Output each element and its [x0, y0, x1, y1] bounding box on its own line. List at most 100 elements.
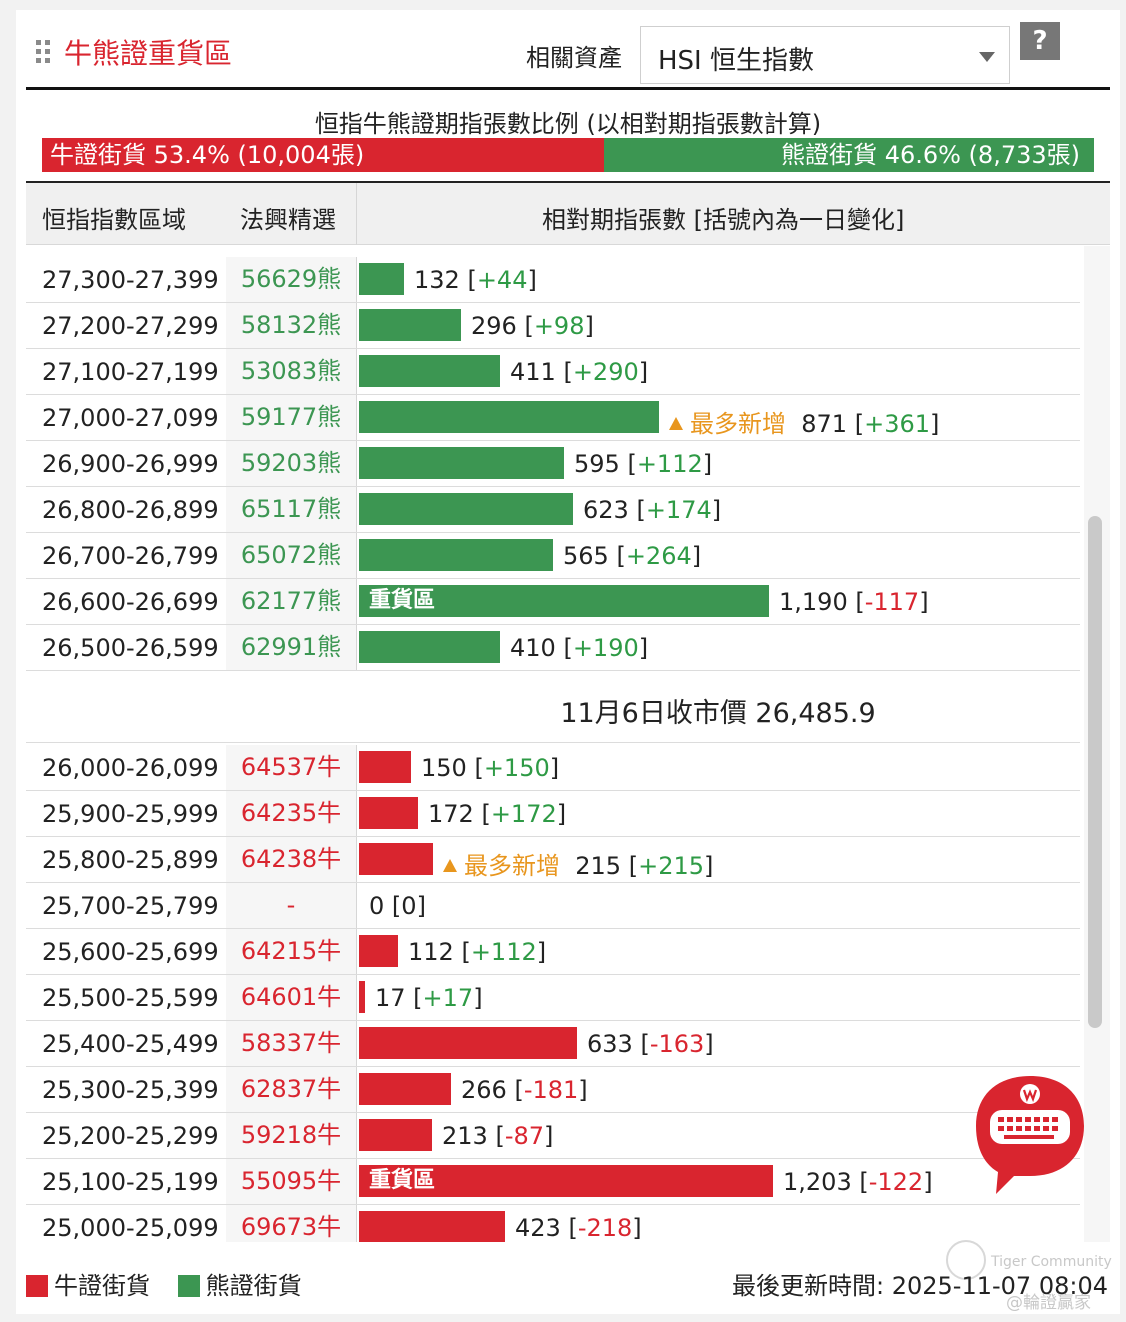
row-pick-link[interactable]: 59177熊 — [226, 395, 356, 440]
row-pick-link[interactable]: 62837牛 — [226, 1067, 356, 1112]
contracts-value: 172 — [428, 800, 474, 828]
watermark-handle: @輪證贏家 — [1006, 1293, 1091, 1313]
heavy-zone-label: 重貨區 — [369, 1168, 436, 1193]
cbbc-table[interactable]: 27,300-27,399 56629熊 132 [+44] 27,200-27,29… — [26, 246, 1080, 1242]
row-contracts: 296 [+98] — [471, 312, 594, 340]
scrollbar-thumb[interactable] — [1088, 516, 1102, 1028]
table-row[interactable]: 25,600-25,699 64215牛 112 [+112] — [26, 929, 1080, 975]
panel-header: 牛熊證重貨區 相關資產 HSI 恒生指數 ? — [16, 10, 1120, 90]
row-pick-link[interactable]: 64215牛 — [226, 929, 356, 974]
contracts-value: 215 — [575, 852, 622, 880]
bull-bar — [359, 981, 365, 1013]
row-range: 25,000-25,099 — [42, 1214, 219, 1242]
asset-select-value: HSI 恒生指數 — [658, 46, 814, 76]
table-row[interactable]: 25,300-25,399 62837牛 266 [-181] — [26, 1067, 1080, 1113]
row-range: 27,200-27,299 — [42, 312, 219, 340]
row-pick-link[interactable]: 62991熊 — [226, 625, 356, 670]
daily-change: +17 — [422, 984, 474, 1012]
contracts-value: 0 — [369, 892, 385, 920]
row-contracts: 565 [+264] — [563, 542, 702, 570]
row-contracts: 最多新增 215 [+215] — [443, 846, 713, 881]
table-row[interactable]: 27,100-27,199 53083熊 411 [+290] — [26, 349, 1080, 395]
daily-change: -218 — [577, 1214, 633, 1242]
bull-bar — [359, 751, 411, 783]
legend-bull-swatch — [26, 1275, 48, 1297]
help-icon[interactable]: ? — [1020, 22, 1060, 60]
daily-change: -181 — [523, 1076, 579, 1104]
table-row[interactable]: 25,400-25,499 58337牛 633 [-163] — [26, 1021, 1080, 1067]
bull-bar — [359, 1073, 451, 1105]
contracts-value: 595 — [574, 450, 620, 478]
daily-change: +215 — [638, 852, 704, 880]
table-row[interactable]: 27,000-27,099 59177熊 最多新增 871 [+361] — [26, 395, 1080, 441]
row-contracts: 0 [0] — [369, 892, 426, 920]
drag-grip-icon[interactable] — [36, 40, 52, 70]
row-bar-cell: 296 [+98] — [356, 303, 1080, 348]
ratio-bar: 牛證街貨 53.4% (10,004張) 熊證街貨 46.6% (8,733張) — [42, 138, 1094, 172]
bear-bar — [359, 493, 573, 525]
row-pick-link[interactable]: 55095牛 — [226, 1159, 356, 1204]
table-row[interactable]: 25,800-25,899 64238牛 最多新增 215 [+215] — [26, 837, 1080, 883]
row-contracts: 623 [+174] — [583, 496, 722, 524]
row-pick-link[interactable]: 64235牛 — [226, 791, 356, 836]
daily-change: 0 — [401, 892, 417, 920]
daily-change: +361 — [864, 410, 930, 438]
row-pick-link[interactable]: 59218牛 — [226, 1113, 356, 1158]
row-pick-link[interactable]: 59203熊 — [226, 441, 356, 486]
row-pick-link[interactable]: 69673牛 — [226, 1205, 356, 1242]
most-added-tag: 最多新增 — [669, 410, 786, 438]
asset-select[interactable]: HSI 恒生指數 — [640, 26, 1010, 84]
row-pick-link[interactable]: 56629熊 — [226, 257, 356, 302]
keyboard-chat-icon[interactable] — [974, 1072, 1086, 1196]
table-row[interactable]: 27,200-27,299 58132熊 296 [+98] — [26, 303, 1080, 349]
table-row[interactable]: 26,500-26,599 62991熊 410 [+190] — [26, 625, 1080, 671]
table-row[interactable]: 25,500-25,599 64601牛 17 [+17] — [26, 975, 1080, 1021]
daily-change: +44 — [476, 266, 528, 294]
row-contracts: 266 [-181] — [461, 1076, 588, 1104]
contracts-value: 266 — [461, 1076, 507, 1104]
row-bar-cell: 423 [-218] — [356, 1205, 1080, 1242]
row-pick-link[interactable]: 65117熊 — [226, 487, 356, 532]
legend: 牛證街貨 熊證街貨 — [26, 1266, 302, 1301]
last-updated: 最後更新時間: 2025-11-07 08:04 — [732, 1272, 1108, 1300]
row-pick-link[interactable]: 65072熊 — [226, 533, 356, 578]
row-bar-cell: 595 [+112] — [356, 441, 1080, 486]
row-bar-cell: 最多新增 215 [+215] — [356, 837, 1080, 882]
table-row[interactable]: 26,900-26,999 59203熊 595 [+112] — [26, 441, 1080, 487]
bear-bar: 重貨區 — [359, 585, 769, 617]
row-pick-link[interactable]: 58132熊 — [226, 303, 356, 348]
row-pick-link[interactable]: 62177熊 — [226, 579, 356, 624]
table-row[interactable]: 25,200-25,299 59218牛 213 [-87] — [26, 1113, 1080, 1159]
table-row[interactable]: 26,600-26,699 62177熊 重貨區 1,190 [-117] — [26, 579, 1080, 625]
table-row[interactable]: 25,100-25,199 55095牛 重貨區 1,203 [-122] — [26, 1159, 1080, 1205]
row-contracts: 112 [+112] — [408, 938, 547, 966]
contracts-value: 1,203 — [783, 1168, 852, 1196]
table-row[interactable]: 25,000-25,099 69673牛 423 [-218] — [26, 1205, 1080, 1242]
row-pick-link[interactable]: 64537牛 — [226, 745, 356, 790]
row-pick-link[interactable]: 64238牛 — [226, 837, 356, 882]
table-row[interactable]: 25,900-25,999 64235牛 172 [+172] — [26, 791, 1080, 837]
bear-bar — [359, 263, 404, 295]
contracts-value: 623 — [583, 496, 629, 524]
table-row[interactable]: 25,700-25,799-0 [0] — [26, 883, 1080, 929]
table-row[interactable]: 26,000-26,099 64537牛 150 [+150] — [26, 745, 1080, 791]
row-bar-cell: 633 [-163] — [356, 1021, 1080, 1066]
table-row[interactable]: 26,800-26,899 65117熊 623 [+174] — [26, 487, 1080, 533]
table-row[interactable]: 27,300-27,399 56629熊 132 [+44] — [26, 257, 1080, 303]
row-contracts: 423 [-218] — [515, 1214, 642, 1242]
col-header-contracts: 相對期指張數 [括號內為一日變化] — [542, 206, 905, 234]
contracts-value: 213 — [442, 1122, 488, 1150]
chevron-down-icon — [979, 52, 995, 62]
contracts-value: 423 — [515, 1214, 561, 1242]
row-pick-link[interactable]: 58337牛 — [226, 1021, 356, 1066]
legend-bear-label: 熊證街貨 — [205, 1272, 302, 1300]
close-price: 11月6日收市價 26,485.9 — [560, 698, 876, 729]
row-pick-link[interactable]: 53083熊 — [226, 349, 356, 394]
row-contracts: 410 [+190] — [510, 634, 649, 662]
row-pick-link: - — [226, 883, 356, 928]
row-range: 25,300-25,399 — [42, 1076, 219, 1104]
row-pick-link[interactable]: 64601牛 — [226, 975, 356, 1020]
row-bar-cell: 266 [-181] — [356, 1067, 1080, 1112]
row-bar-cell: 重貨區 1,203 [-122] — [356, 1159, 1080, 1204]
table-row[interactable]: 26,700-26,799 65072熊 565 [+264] — [26, 533, 1080, 579]
